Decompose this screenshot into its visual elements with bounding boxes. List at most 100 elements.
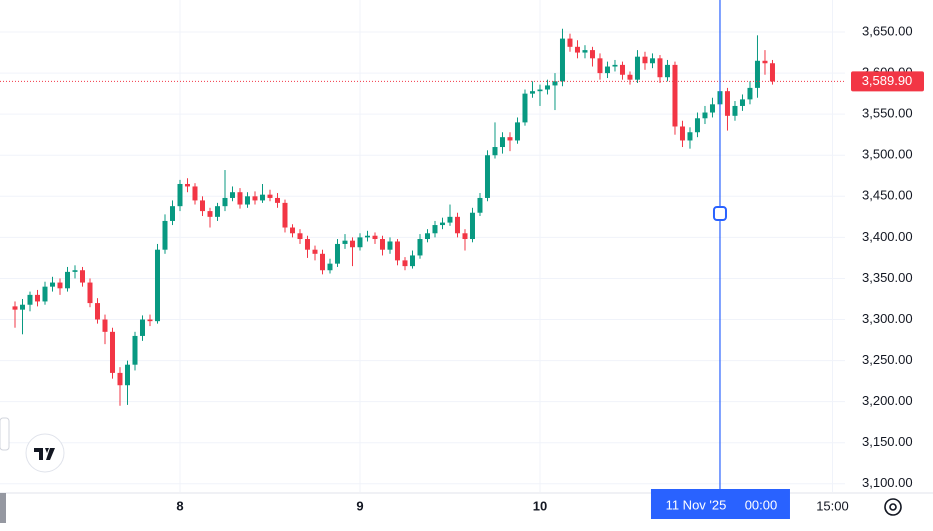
candle-body xyxy=(192,186,198,201)
x-tick-label: 15:00 xyxy=(816,498,849,513)
candle-body xyxy=(312,249,318,254)
candle-body xyxy=(207,211,213,217)
candle-body xyxy=(657,58,663,78)
y-tick-label: 3,200.00 xyxy=(862,393,913,408)
candle-body xyxy=(409,255,415,267)
crosshair-label-box xyxy=(650,489,790,519)
candle-body xyxy=(214,206,220,217)
candle-body xyxy=(267,194,273,198)
x-tick-label: 9 xyxy=(356,498,363,513)
candle-body xyxy=(42,286,48,302)
candle-body xyxy=(244,196,250,205)
candle-body xyxy=(319,253,325,271)
candle-body xyxy=(574,46,580,53)
y-tick-label: 3,150.00 xyxy=(862,434,913,449)
candle-body xyxy=(19,304,25,310)
candle-body xyxy=(439,222,445,226)
candle-body xyxy=(394,241,400,261)
y-tick-label: 3,550.00 xyxy=(862,106,913,121)
candle-body xyxy=(499,137,505,148)
y-tick-label: 3,500.00 xyxy=(862,147,913,162)
candle-body xyxy=(634,56,640,80)
candle-body xyxy=(762,60,768,64)
y-tick-label: 3,650.00 xyxy=(862,23,913,38)
candle-body xyxy=(27,294,33,305)
candle-body xyxy=(372,235,378,240)
candle-body xyxy=(79,270,85,283)
candle-body xyxy=(184,183,190,187)
y-tick-label: 3,300.00 xyxy=(862,311,913,326)
candle-body xyxy=(297,233,303,240)
candle-body xyxy=(567,38,573,47)
settings-icon[interactable] xyxy=(884,498,902,516)
candle-body xyxy=(387,241,393,250)
candle-body xyxy=(222,197,228,207)
candle-body xyxy=(469,212,475,240)
candle-body xyxy=(604,66,610,74)
candle-body xyxy=(64,271,70,289)
candle-body xyxy=(177,183,183,207)
collapse-button[interactable] xyxy=(0,417,10,451)
candle-body xyxy=(537,89,543,92)
y-tick-label: 3,350.00 xyxy=(862,270,913,285)
candle-body xyxy=(754,60,760,88)
candle-body xyxy=(259,194,265,201)
candles xyxy=(12,28,775,406)
candle-body xyxy=(274,197,280,203)
candle-body xyxy=(282,202,288,228)
candle-body xyxy=(687,132,693,141)
x-tick-label: 8 xyxy=(176,498,183,513)
candle-body xyxy=(424,233,430,240)
candle-body xyxy=(484,155,490,198)
candle-body xyxy=(709,104,715,113)
candle-body xyxy=(169,206,175,221)
y-tick-label: 3,100.00 xyxy=(862,475,913,490)
candle-body xyxy=(94,303,100,320)
candle-body xyxy=(34,294,40,302)
candle-body xyxy=(237,192,243,205)
candle-body xyxy=(679,126,685,141)
candle-body xyxy=(252,196,258,201)
candle-body xyxy=(162,220,168,250)
candle-body xyxy=(432,225,438,234)
candle-body xyxy=(379,239,385,250)
candle-body xyxy=(522,93,528,123)
y-tick-label: 3,250.00 xyxy=(862,352,913,367)
candle-body xyxy=(139,319,145,336)
candle-body xyxy=(342,240,348,244)
scroll-handle[interactable] xyxy=(0,493,6,523)
tv-logo xyxy=(25,433,65,473)
candle-body xyxy=(117,372,123,386)
x-tick-label: 10 xyxy=(533,498,547,513)
candle-body xyxy=(544,85,550,90)
candle-body xyxy=(649,58,655,64)
candle-body xyxy=(327,263,333,271)
candle-body xyxy=(124,364,130,386)
candle-body xyxy=(334,243,340,264)
candle-body xyxy=(664,64,670,78)
candle-body xyxy=(732,105,738,116)
candle-body xyxy=(589,50,595,59)
candle-body xyxy=(724,91,730,116)
last-price-label: 3,589.90 xyxy=(862,73,913,88)
crosshair-handle xyxy=(712,206,727,221)
candle-body xyxy=(769,63,775,82)
candle-body xyxy=(147,319,153,322)
candle-body xyxy=(102,319,108,332)
candle-body xyxy=(12,306,18,310)
candle-body xyxy=(507,137,513,141)
candle-body xyxy=(747,87,753,100)
candle-body xyxy=(304,239,310,250)
candle-body xyxy=(364,235,370,238)
candle-body xyxy=(612,64,618,67)
candle-body xyxy=(619,64,625,75)
candle-body xyxy=(552,81,558,86)
candle-body xyxy=(672,64,678,127)
candle-body xyxy=(229,192,235,198)
candle-body xyxy=(109,331,115,373)
candle-body xyxy=(702,112,708,119)
candle-body xyxy=(514,122,520,141)
candle-body xyxy=(627,74,633,80)
